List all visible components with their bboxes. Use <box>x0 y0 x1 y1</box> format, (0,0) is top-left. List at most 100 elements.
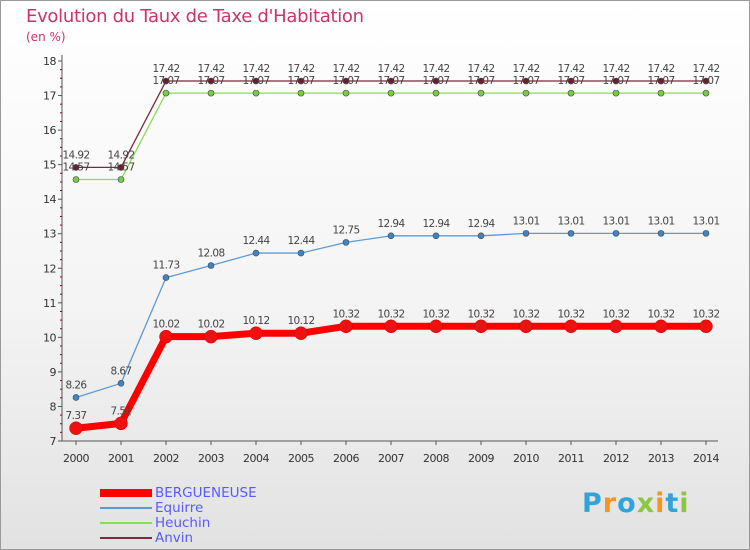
data-label-equirre: 13.01 <box>512 215 539 227</box>
y-tick-label: 9 <box>50 366 57 379</box>
logo-letter: o <box>617 488 637 519</box>
data-label-anvin: 17.42 <box>422 63 449 75</box>
x-tick-label: 2007 <box>378 452 404 465</box>
data-point-equirre <box>567 230 575 237</box>
data-label-equirre: 13.01 <box>692 215 719 227</box>
data-label-heuchin: 17.07 <box>602 75 629 87</box>
data-label-bergueneuse: 10.32 <box>377 308 404 320</box>
data-point-bergueneuse <box>474 319 488 334</box>
legend-label: Heuchin <box>155 515 211 531</box>
y-tick-label: 13 <box>43 228 56 241</box>
data-label-heuchin: 17.07 <box>647 75 674 87</box>
data-point-anvin <box>162 77 170 85</box>
data-label-bergueneuse: 10.32 <box>692 308 719 320</box>
data-label-equirre: 12.94 <box>377 218 405 230</box>
data-label-heuchin: 17.07 <box>242 75 269 87</box>
legend-label: BERGUENEUSE <box>155 485 257 501</box>
data-point-equirre <box>612 230 620 237</box>
x-tick-label: 2012 <box>603 452 629 465</box>
data-label-equirre: 13.01 <box>647 215 674 227</box>
data-label-equirre: 12.44 <box>287 235 315 247</box>
data-label-equirre: 11.73 <box>152 260 179 272</box>
series-line-heuchin <box>76 92 706 181</box>
data-label-heuchin: 17.07 <box>287 75 314 87</box>
data-label-heuchin: 17.07 <box>512 75 539 87</box>
logo-letter: x <box>636 488 656 519</box>
data-point-bergueneuse <box>159 329 173 344</box>
legend-swatch <box>100 507 152 509</box>
data-point-equirre <box>702 230 710 237</box>
data-point-anvin <box>657 77 665 85</box>
data-point-bergueneuse <box>69 421 83 435</box>
data-label-equirre: 8.26 <box>66 379 88 391</box>
data-point-heuchin <box>117 176 125 183</box>
data-label-equirre: 8.67 <box>111 365 132 377</box>
data-label-equirre: 13.01 <box>602 215 629 227</box>
data-label-anvin: 17.42 <box>602 63 629 75</box>
data-point-anvin <box>522 77 530 85</box>
data-point-heuchin <box>432 89 440 97</box>
logo-letter: r <box>602 488 618 519</box>
x-tick-label: 2001 <box>108 452 134 465</box>
x-tick-label: 2013 <box>648 452 674 465</box>
data-label-heuchin: 17.07 <box>422 75 449 87</box>
data-label-bergueneuse: 10.02 <box>197 319 224 331</box>
data-label-heuchin: 17.07 <box>197 75 224 87</box>
data-label-anvin: 17.42 <box>377 63 404 75</box>
data-label-anvin: 17.42 <box>557 63 584 75</box>
data-point-heuchin <box>612 89 620 97</box>
data-point-equirre <box>207 262 215 269</box>
x-tick-label: 2000 <box>63 452 89 465</box>
data-point-anvin <box>702 77 710 85</box>
y-tick-label: 15 <box>43 159 56 172</box>
data-label-heuchin: 17.07 <box>332 75 359 87</box>
y-tick-label: 7 <box>50 435 57 448</box>
data-label-heuchin: 17.07 <box>557 75 584 87</box>
data-label-heuchin: 17.07 <box>467 75 494 87</box>
data-point-anvin <box>117 164 125 171</box>
data-label-heuchin: 17.07 <box>152 75 179 87</box>
data-point-anvin <box>477 77 485 85</box>
data-label-anvin: 14.92 <box>107 149 134 161</box>
data-label-bergueneuse: 7.37 <box>66 410 87 422</box>
data-point-heuchin <box>477 89 485 97</box>
data-point-bergueneuse <box>519 319 533 334</box>
data-point-equirre <box>162 274 170 281</box>
x-tick-label: 2014 <box>693 452 719 465</box>
y-tick-label: 14 <box>43 193 56 206</box>
data-label-heuchin: 14.57 <box>62 161 89 173</box>
data-label-equirre: 12.75 <box>332 224 359 236</box>
data-label-bergueneuse: 10.32 <box>602 308 629 320</box>
data-point-anvin <box>342 77 350 85</box>
data-label-anvin: 17.42 <box>332 63 359 75</box>
y-tick-label: 12 <box>43 262 56 275</box>
data-point-heuchin <box>657 89 665 97</box>
x-tick-label: 2010 <box>513 452 539 465</box>
logo-letter: i <box>655 488 666 519</box>
data-point-bergueneuse <box>384 319 398 334</box>
data-label-heuchin: 17.07 <box>377 75 404 87</box>
data-label-bergueneuse: 10.12 <box>242 315 269 327</box>
legend-label: Anvin <box>155 530 194 546</box>
data-point-anvin <box>567 77 575 85</box>
data-label-bergueneuse: 7.51 <box>111 405 132 417</box>
data-point-anvin <box>612 77 620 85</box>
data-label-equirre: 12.94 <box>422 218 450 230</box>
legend-swatch <box>100 537 152 539</box>
y-tick-label: 10 <box>43 331 56 344</box>
data-label-equirre: 13.01 <box>557 215 584 227</box>
data-label-anvin: 17.42 <box>242 63 269 75</box>
data-point-heuchin <box>297 89 305 97</box>
data-label-anvin: 17.42 <box>152 63 179 75</box>
y-tick-label: 17 <box>43 90 56 103</box>
data-point-equirre <box>252 249 260 257</box>
data-label-bergueneuse: 10.12 <box>287 315 314 327</box>
data-point-equirre <box>117 380 125 387</box>
data-point-heuchin <box>387 89 395 97</box>
data-point-equirre <box>72 394 80 401</box>
data-point-equirre <box>432 232 440 240</box>
logo-letter: i <box>679 488 690 519</box>
data-label-bergueneuse: 10.32 <box>557 308 584 320</box>
